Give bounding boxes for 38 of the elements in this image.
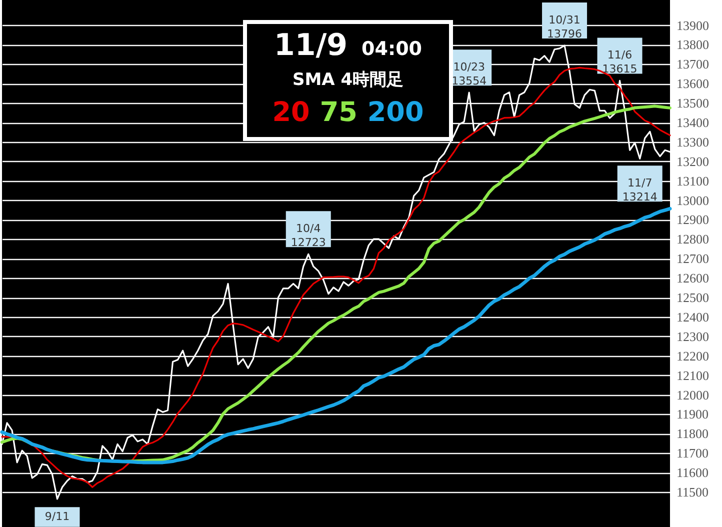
annotation: 9/11: [44, 510, 70, 523]
annotation: 11/6 13615: [602, 48, 638, 76]
y-tick-label: 11700: [676, 446, 709, 461]
text: 11/9: [274, 28, 348, 63]
annotation: 11/7 13214: [622, 176, 658, 204]
y-tick-label: 12900: [676, 212, 709, 228]
y-tick-label: 12500: [676, 290, 709, 306]
y-tick-label: 11500: [676, 484, 709, 500]
y-tick-label: 12700: [676, 251, 709, 266]
text: 75: [320, 97, 358, 128]
legend-title: SMA 4時間足: [291, 69, 405, 92]
y-tick-label: 11900: [676, 406, 709, 422]
y-tick-label: 12400: [676, 309, 709, 324]
line-series: [0, 206, 672, 464]
y-tick-label: 12000: [676, 387, 709, 402]
y-tick-label: 13500: [676, 96, 709, 111]
y-tick-label: 13900: [676, 18, 709, 33]
y-tick-label: 13400: [676, 115, 709, 130]
y-tick-label: 12800: [676, 232, 709, 247]
y-tick-label: 13100: [676, 173, 709, 188]
y-tick-label: 12300: [676, 328, 709, 344]
y-tick-label: 13000: [676, 192, 709, 208]
y-tick-label: 13300: [676, 134, 709, 150]
y-tick-label: 13700: [676, 56, 709, 72]
y-tick-label: 13800: [676, 37, 709, 52]
text: 200: [367, 97, 424, 128]
y-tick-label: 11600: [676, 465, 709, 480]
y-tick-label: 12100: [676, 368, 709, 383]
y-tick-label: 13600: [676, 76, 709, 92]
y-tick-label: 11800: [676, 426, 709, 442]
annotation: 10/31 13796: [547, 14, 582, 41]
y-tick-label: 12600: [676, 270, 709, 286]
text: 20: [272, 97, 310, 128]
annotation: 10/23 13554: [452, 60, 487, 88]
y-tick-label: 13200: [676, 154, 709, 169]
text: 04:00: [362, 38, 422, 60]
y-tick-label: 12200: [676, 348, 709, 364]
annotation: 10/4 12723: [290, 222, 326, 250]
